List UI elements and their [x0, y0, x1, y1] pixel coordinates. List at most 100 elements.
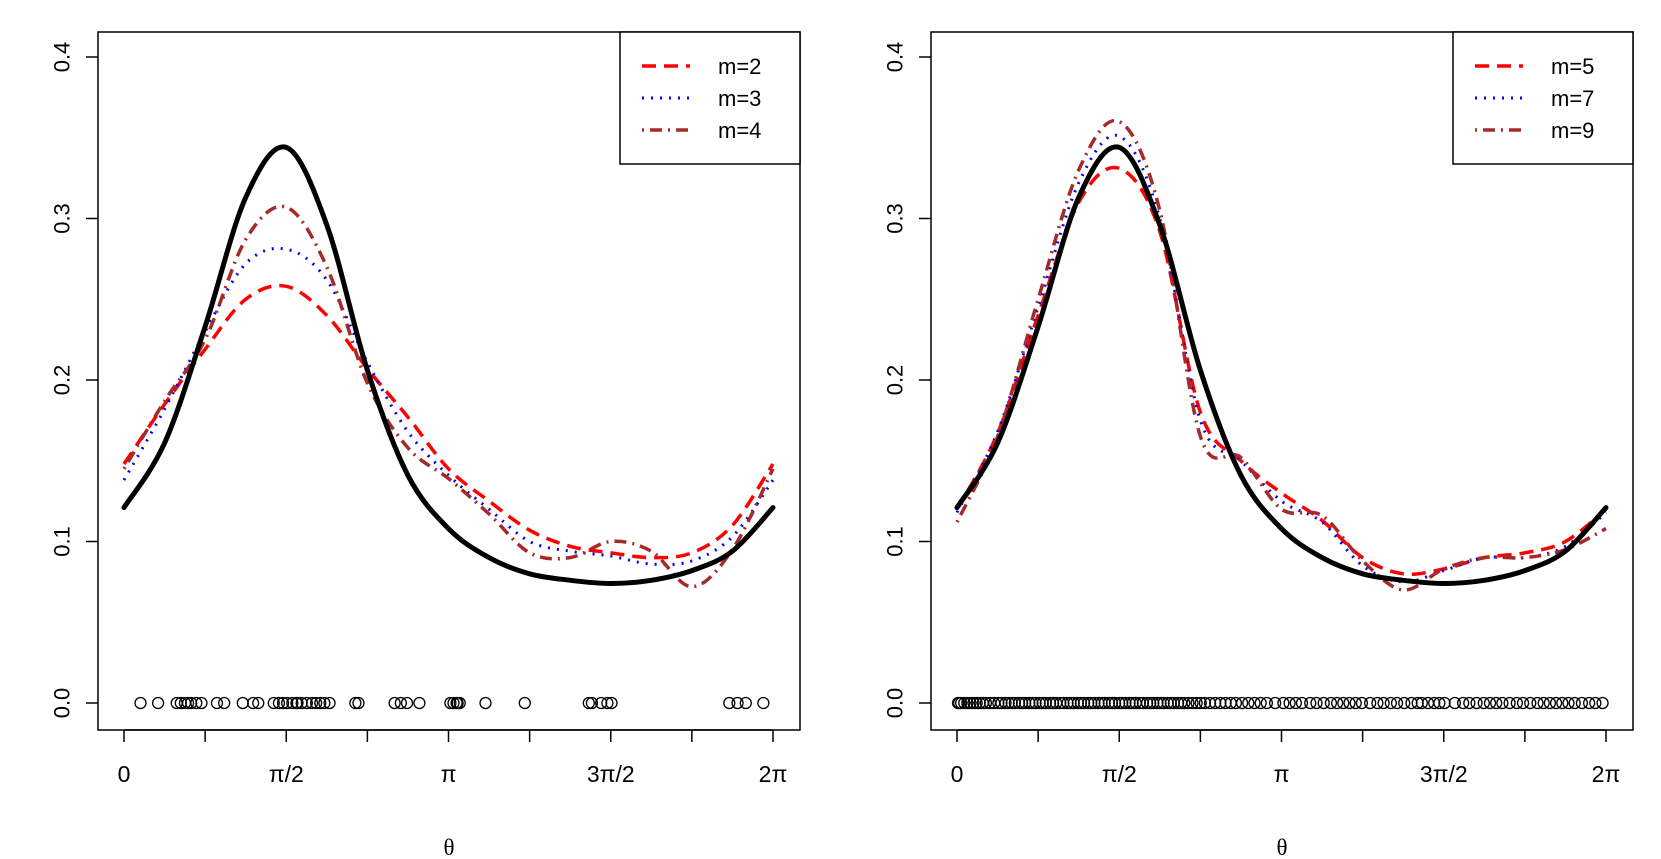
rug-point: [291, 696, 304, 710]
rug-point: [1108, 696, 1122, 710]
rug-point: [1164, 696, 1177, 710]
rug-point: [236, 696, 249, 710]
rug-point: [1116, 696, 1129, 710]
rug-point: [400, 696, 414, 710]
rug-point: [305, 696, 319, 710]
rug-point: [595, 696, 608, 710]
rug-point: [174, 696, 187, 710]
rug-point: [1026, 696, 1039, 710]
y-tick-label: 0.4: [883, 42, 908, 73]
rug-point: [1005, 696, 1018, 710]
rug-point: [1235, 696, 1249, 710]
rug-point: [1064, 696, 1077, 710]
rug-point: [967, 696, 980, 710]
rug-point: [1144, 696, 1157, 710]
rug-point: [605, 696, 618, 710]
rug-point: [1023, 696, 1036, 710]
rug-point: [1198, 696, 1212, 710]
rug-point: [218, 696, 231, 710]
rug-point: [1537, 696, 1550, 710]
series-line-m2: [122, 283, 775, 560]
x-tick-label: 2π: [759, 761, 788, 787]
rug-point: [1186, 696, 1199, 710]
rug-point: [739, 696, 752, 710]
rug-point: [1568, 696, 1581, 710]
rug-point: [1147, 696, 1160, 710]
x-tick-label: 2π: [1592, 761, 1621, 787]
x-tick-label: π/2: [1102, 761, 1137, 787]
rug-point: [1161, 696, 1174, 710]
rug-point: [1483, 696, 1497, 710]
x-tick-label: 0: [118, 761, 131, 787]
rug-point: [1582, 696, 1596, 710]
rug-point: [1105, 696, 1119, 710]
rug-point: [1268, 696, 1282, 710]
x-tick-label: 0: [951, 761, 964, 787]
y-tick-label: 0.3: [50, 203, 75, 234]
y-tick-label: 0.3: [883, 203, 908, 234]
rug-point: [1470, 696, 1483, 710]
rug-point: [1490, 696, 1503, 710]
rug-point: [1046, 696, 1060, 710]
x-tick-label: π: [441, 761, 457, 787]
rug-point: [1304, 696, 1317, 710]
rug-point: [1119, 696, 1132, 710]
rug-point: [1002, 696, 1015, 710]
rug-point: [585, 696, 599, 710]
rug-point: [1330, 696, 1344, 710]
chart-panel-left: 0.0 0.1 0.2 0.3 0.4 0 π/2 π 3π/2 2π θ m=2 m=3 m=4: [50, 31, 801, 859]
rug-point: [318, 696, 331, 710]
y-tick-label: 0.0: [883, 688, 908, 719]
rug-point: [1039, 696, 1052, 710]
rug-point: [1095, 696, 1108, 710]
rug-point: [979, 696, 993, 710]
rug-point: [1140, 696, 1154, 710]
rug-point: [1178, 696, 1191, 710]
rug-point: [1043, 696, 1057, 710]
rug-point: [1510, 696, 1523, 710]
rug-point: [1167, 696, 1181, 710]
rug-point: [1092, 696, 1105, 710]
rug-point: [1260, 696, 1274, 710]
rug-point: [151, 696, 165, 710]
rug-point: [1596, 696, 1609, 710]
rug-point: [1171, 696, 1185, 710]
rug-point: [757, 696, 770, 710]
rug-point: [1113, 696, 1126, 710]
rug-point: [1390, 696, 1404, 710]
series-line-m5: [955, 165, 1608, 576]
rug-point: [349, 696, 362, 710]
rug-point: [1503, 696, 1516, 710]
rug-point: [1411, 696, 1424, 710]
legend-label-m9: m=9: [1551, 118, 1594, 143]
rug-point: [1524, 696, 1537, 710]
rug-point: [1054, 696, 1067, 710]
rug-point: [731, 696, 744, 710]
rug-point: [1355, 696, 1369, 710]
rug-point: [1190, 696, 1203, 710]
rug-point: [1151, 696, 1164, 710]
rug-point: [447, 696, 460, 710]
rug-point: [1556, 696, 1569, 710]
rug-point: [1349, 696, 1362, 710]
rug-point: [1071, 696, 1085, 710]
x-tick-label: 3π/2: [1420, 761, 1468, 787]
rug-point: [1405, 696, 1418, 710]
rug-point: [1057, 696, 1070, 710]
rug-point: [1194, 696, 1207, 710]
rug-point: [352, 696, 365, 710]
rug-point: [1008, 696, 1021, 710]
rug-point: [1317, 696, 1330, 710]
rug-point: [1157, 696, 1170, 710]
series-line-m4: [122, 204, 775, 589]
rug-point: [964, 696, 977, 710]
x-axis-label: θ: [443, 835, 454, 859]
legend-label-m4: m=4: [718, 118, 761, 143]
rug-point: [1077, 696, 1091, 710]
rug-point: [518, 696, 531, 710]
rug-point: [1549, 696, 1563, 710]
rug-point: [388, 696, 401, 710]
rug-point: [134, 696, 147, 710]
rug-point: [1254, 696, 1267, 710]
legend-box: [619, 31, 801, 165]
